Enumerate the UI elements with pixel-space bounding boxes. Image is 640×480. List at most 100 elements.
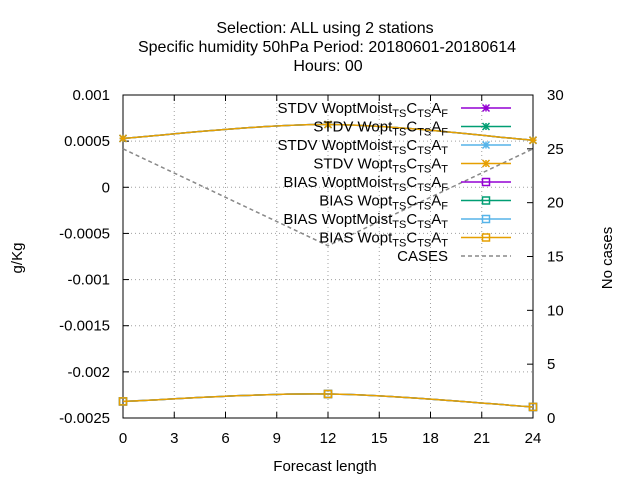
legend-label-part: C: [406, 193, 417, 210]
legend-label-part: TS: [417, 108, 431, 120]
y-tick-label: 0: [102, 179, 110, 196]
legend-label-part: T: [441, 145, 448, 157]
legend-label-part: C: [406, 230, 417, 247]
grid: [123, 95, 533, 418]
x-axis-label: Forecast length: [273, 458, 376, 475]
legend-marker: [481, 122, 491, 131]
legend-marker: [481, 214, 491, 224]
y2-tick-label: 5: [547, 356, 555, 373]
series-line: [122, 393, 534, 408]
legend-label-part: F: [441, 201, 448, 213]
legend-label-part: TS: [417, 238, 431, 250]
data-point: [323, 120, 333, 129]
legend-label-part: TS: [392, 201, 406, 213]
legend-label-part: TS: [392, 238, 406, 250]
data-point: [118, 397, 128, 406]
legend-label: STDV WoptMoistTSCTSAT: [278, 137, 449, 157]
legend-label-part: TS: [392, 164, 406, 176]
title-line-3: Hours: 00: [293, 58, 362, 75]
y-tick-label: 0.0005: [64, 133, 110, 150]
legend-item: BIAS WoptMoistTSCTSAT: [283, 211, 511, 231]
legend-label-part: TS: [392, 145, 406, 157]
y2-tick-label: 20: [547, 195, 564, 212]
legend-label-part: A: [431, 156, 441, 173]
legend-label-part: TS: [417, 145, 431, 157]
legend-item: BIAS WoptTSCTSAT: [319, 230, 511, 250]
legend-label-part: STDV Wopt: [313, 156, 393, 173]
legend-label-part: C: [406, 100, 417, 117]
legend-label-part: BIAS WoptMoist: [283, 174, 393, 191]
legend-label-part: TS: [417, 182, 431, 194]
series-3: [118, 120, 538, 145]
legend-label-part: TS: [392, 108, 406, 120]
legend-label-part: BIAS Wopt: [319, 230, 393, 247]
legend-item: STDV WoptTSCTSAF: [313, 119, 511, 139]
legend-label-part: BIAS Wopt: [319, 193, 393, 210]
legend-label-part: A: [431, 193, 441, 210]
legend-marker: [481, 177, 491, 187]
legend-marker: [481, 196, 491, 205]
legend-label-part: A: [431, 100, 441, 117]
legend-label-part: TS: [392, 127, 406, 139]
legend-label-part: TS: [417, 127, 431, 139]
legend-label-part: F: [441, 108, 448, 120]
y2-tick-label: 0: [547, 410, 555, 427]
x-tick-label: 6: [221, 430, 229, 447]
legend-label-part: C: [406, 156, 417, 173]
y2-axis: 30 25 20 15 10 5 0: [527, 87, 564, 427]
series-7: [118, 389, 538, 412]
legend-label-part: A: [431, 137, 441, 154]
data-point: [528, 402, 538, 412]
legend-marker: [481, 159, 491, 168]
y-tick-label: -0.0025: [59, 410, 110, 427]
legend-label: STDV WoptMoistTSCTSAF: [278, 100, 449, 120]
y-tick-label: 0.001: [72, 87, 110, 104]
legend-marker: [481, 103, 491, 113]
legend-label-part: STDV WoptMoist: [278, 100, 394, 117]
y2-tick-label: 15: [547, 249, 564, 266]
legend-label-part: TS: [417, 201, 431, 213]
legend-label-part: STDV WoptMoist: [278, 137, 394, 154]
legend-label: STDV WoptTSCTSAT: [313, 156, 448, 176]
legend-label-part: T: [441, 164, 448, 176]
data-point: [323, 389, 333, 399]
legend-item: BIAS WoptMoistTSCTSAF: [283, 174, 511, 194]
x-tick-label: 21: [473, 430, 490, 447]
data-point: [118, 134, 128, 143]
y-tick-label: -0.001: [67, 272, 110, 289]
x-tick-label: 18: [422, 430, 439, 447]
legend-label-part: CASES: [397, 248, 448, 265]
chart-title: Selection: ALL using 2 stations Specific…: [138, 20, 516, 75]
legend-item: CASES: [397, 248, 511, 265]
x-tick-label: 3: [170, 430, 178, 447]
legend-label-part: T: [441, 238, 448, 250]
x-tick-label: 24: [525, 430, 542, 447]
legend-label-part: C: [406, 119, 417, 136]
legend-item: STDV WoptTSCTSAT: [313, 156, 511, 176]
legend-item: BIAS WoptTSCTSAF: [319, 193, 511, 213]
series-line: [122, 148, 534, 247]
y-tick-label: -0.0015: [59, 318, 110, 335]
legend-label-part: TS: [417, 164, 431, 176]
legend-label-part: A: [431, 230, 441, 247]
y2-tick-label: 30: [547, 87, 564, 104]
legend-marker: [481, 233, 491, 242]
legend-label-part: STDV Wopt: [313, 119, 393, 136]
legend-label: BIAS WoptMoistTSCTSAF: [283, 174, 448, 194]
x-axis: 0 3 6 9 12 15 18 21 24: [119, 95, 542, 447]
legend-label-part: TS: [392, 182, 406, 194]
legend-label: BIAS WoptTSCTSAT: [319, 230, 448, 250]
series-layer: [118, 120, 538, 412]
legend-label: CASES: [397, 248, 448, 265]
title-line-1: Selection: ALL using 2 stations: [216, 20, 433, 37]
y-axis-label: g/Kg: [9, 243, 26, 274]
data-point: [528, 136, 538, 145]
legend-label: BIAS WoptMoistTSCTSAT: [283, 211, 448, 231]
y-tick-label: -0.0005: [59, 225, 110, 242]
legend-label-part: T: [441, 219, 448, 231]
legend-label-part: TS: [392, 219, 406, 231]
legend-label: STDV WoptTSCTSAF: [313, 119, 448, 139]
x-tick-label: 12: [320, 430, 337, 447]
x-tick-label: 9: [273, 430, 281, 447]
